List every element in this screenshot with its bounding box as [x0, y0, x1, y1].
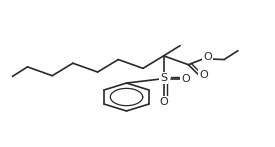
Text: O: O: [203, 52, 212, 62]
Text: O: O: [199, 70, 208, 80]
Text: O: O: [159, 97, 168, 107]
Text: O: O: [181, 74, 190, 84]
Text: S: S: [160, 73, 167, 83]
